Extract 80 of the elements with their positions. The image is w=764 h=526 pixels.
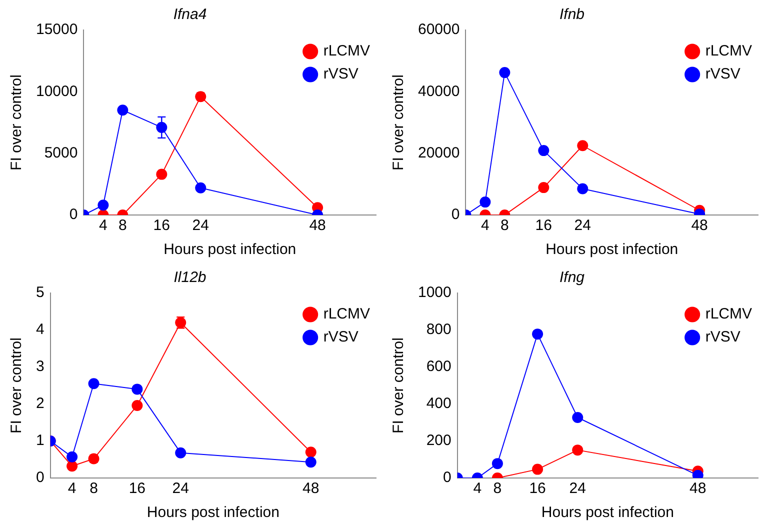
point <box>480 196 491 208</box>
x-tick-label: 48 <box>691 217 708 234</box>
y-tick-label: 0 <box>443 469 452 486</box>
point <box>572 412 584 424</box>
x-tick-label: 24 <box>569 480 586 498</box>
legend-label: rLCMV <box>323 306 370 323</box>
y-tick-label: 1 <box>36 432 44 450</box>
y-tick-label: 0 <box>36 469 44 486</box>
point <box>117 104 128 116</box>
point <box>499 67 510 78</box>
x-tick-label: 8 <box>500 217 509 234</box>
x-tick-label: 4 <box>481 217 490 234</box>
x-tick-label: 48 <box>690 480 706 498</box>
point <box>66 451 78 462</box>
x-tick-label: 8 <box>493 480 502 498</box>
point <box>577 140 588 152</box>
legend-label: rLCMV <box>705 42 752 60</box>
x-tick-label: 48 <box>309 217 326 234</box>
x-tick-label: 16 <box>128 480 146 498</box>
x-axis-title: Hours post infection <box>164 241 296 258</box>
legend-label: rLCMV <box>323 42 370 60</box>
legend-label: rVSV <box>705 328 740 346</box>
point <box>572 444 584 456</box>
y-tick-label: 600 <box>426 358 452 376</box>
y-tick-label: 4 <box>36 321 44 338</box>
x-tick-label: 24 <box>574 217 591 234</box>
point <box>66 460 78 472</box>
point <box>305 446 316 458</box>
y-axis-title: FI over control <box>390 338 408 434</box>
y-tick-label: 60000 <box>418 21 460 38</box>
point <box>538 145 550 156</box>
y-tick-label: 3 <box>36 358 44 376</box>
y-tick-label: 800 <box>426 321 452 338</box>
chart-title: Ifng <box>559 269 586 286</box>
y-tick-label: 2 <box>36 395 44 412</box>
y-tick-label: 400 <box>426 395 452 412</box>
x-tick-label: 8 <box>118 217 127 234</box>
chart-title: Ifnb <box>559 6 585 24</box>
x-tick-label: 24 <box>172 480 189 498</box>
y-tick-label: 5000 <box>44 144 78 162</box>
x-tick-label: 4 <box>473 480 482 498</box>
y-tick-label: 200 <box>426 432 452 450</box>
point <box>88 378 100 390</box>
point <box>305 456 316 468</box>
chart-title: Ifna4 <box>173 6 207 24</box>
point <box>532 328 544 340</box>
legend-label: rVSV <box>705 66 740 83</box>
y-axis-title: FI over control <box>8 74 26 170</box>
x-tick-label: 16 <box>529 480 546 498</box>
point <box>532 464 544 475</box>
y-tick-label: 1000 <box>418 284 452 302</box>
point <box>175 447 186 458</box>
x-tick-label: 16 <box>535 217 552 234</box>
x-axis-title: Hours post infection <box>541 504 674 522</box>
point <box>132 384 143 395</box>
point <box>577 183 588 194</box>
x-axis-title: Hours post infection <box>546 241 678 258</box>
y-tick-label: 20000 <box>418 144 460 162</box>
legend-label: rVSV <box>323 328 358 346</box>
y-tick-label: 40000 <box>418 82 460 100</box>
y-tick-label: 0 <box>69 206 78 224</box>
x-tick-label: 16 <box>153 217 170 234</box>
x-axis-title: Hours post infection <box>146 504 280 522</box>
y-tick-label: 5 <box>36 284 44 302</box>
x-tick-label: 48 <box>302 480 320 498</box>
x-tick-label: 24 <box>192 217 209 234</box>
point <box>132 400 143 411</box>
point <box>492 458 503 470</box>
y-axis-title: FI over control <box>8 338 26 434</box>
point <box>156 168 168 180</box>
y-tick-label: 0 <box>451 206 460 224</box>
y-tick-label: 10000 <box>36 82 78 100</box>
legend-label: rLCMV <box>705 306 752 323</box>
legend-label: rVSV <box>323 66 358 83</box>
y-axis-title: FI over control <box>390 74 408 170</box>
y-tick-label: 15000 <box>36 21 78 38</box>
chart-title: Il12b <box>174 269 206 286</box>
x-tick-label: 4 <box>99 217 108 234</box>
point <box>538 182 550 194</box>
x-tick-label: 8 <box>90 480 98 498</box>
